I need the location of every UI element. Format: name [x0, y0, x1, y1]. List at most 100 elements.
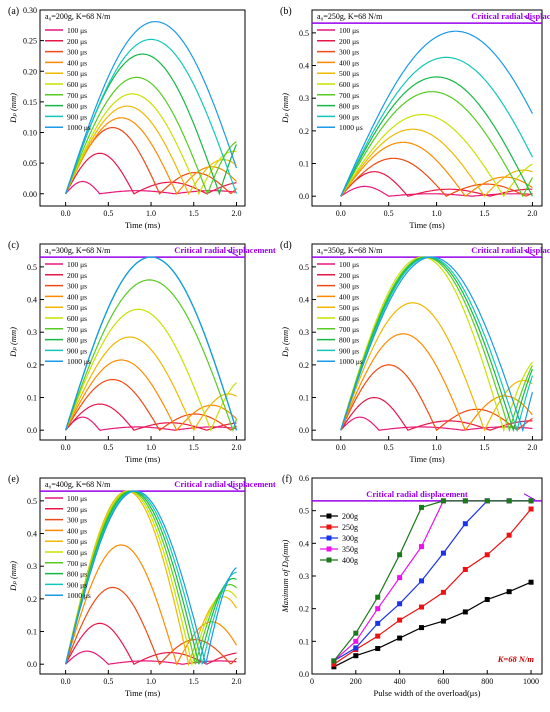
- panel-title: a₀=300g, K=68 N/m: [45, 246, 111, 255]
- plot-frame: [311, 9, 543, 207]
- legend-entry: 100 μs: [67, 494, 87, 503]
- series-line-600us: [65, 308, 237, 432]
- data-point-400g: [397, 552, 403, 558]
- panel-title: a₀=200g, K=68 N/m: [45, 12, 111, 21]
- x-tick-label: 0.5: [103, 677, 113, 686]
- panel-title: a₀=350g, K=68 N/m: [317, 246, 383, 255]
- legend-entry: 400g: [342, 556, 358, 565]
- legend-entry: 800 μs: [67, 570, 87, 579]
- data-point-400g: [440, 498, 446, 504]
- x-tick-label: 0: [310, 677, 314, 686]
- critical-arrow: [226, 483, 239, 491]
- series-line-600us: [340, 113, 533, 198]
- data-point-400g: [484, 498, 490, 504]
- legend-entry: 800 μs: [339, 336, 359, 345]
- y-tick-label: 0.5: [299, 263, 309, 272]
- legend-entry: 500 μs: [67, 303, 87, 312]
- legend-entry: 900 μs: [339, 346, 359, 355]
- series-line-400g: [333, 500, 531, 662]
- y-tick-label: 0.0: [299, 426, 309, 435]
- legend-entry: 300 μs: [339, 282, 359, 291]
- legend-entry: 200 μs: [67, 37, 87, 46]
- x-tick-label: 0.5: [384, 443, 394, 452]
- legend-entry: 300g: [342, 534, 358, 543]
- x-tick-label: 2.0: [231, 209, 241, 218]
- series-line-200g: [333, 581, 532, 668]
- series-line-400us: [65, 359, 237, 432]
- y-tick-label: 0.05: [23, 159, 37, 168]
- data-point-400g: [353, 630, 359, 636]
- y-tick-label: 0.0: [27, 660, 37, 669]
- y-tick-label: 0.1: [299, 394, 309, 403]
- y-tick-label: 0.2: [27, 361, 37, 370]
- x-axis-label: Time (ms): [125, 220, 161, 230]
- series-line-600us: [340, 256, 533, 433]
- data-point-250g: [397, 617, 403, 623]
- data-point-250g: [440, 589, 446, 595]
- series-line-300us: [340, 157, 533, 197]
- series-line-600us: [65, 490, 237, 667]
- series-line-500us: [340, 128, 533, 198]
- critical-label: Critical radial displacement: [366, 489, 468, 499]
- x-tick-label: 400: [394, 677, 406, 686]
- y-axis-label: Dₚ (mm): [8, 327, 18, 358]
- panel-title: a₀=250g, K=68 N/m: [317, 12, 383, 21]
- x-tick-label: 1.5: [480, 209, 490, 218]
- x-tick-label: 0.5: [384, 209, 394, 218]
- x-tick-label: 1.5: [189, 209, 199, 218]
- data-point-250g: [484, 552, 490, 558]
- y-tick-label: 0.4: [27, 530, 37, 539]
- y-tick-label: 0.4: [299, 296, 309, 305]
- series-line-200us: [65, 622, 237, 665]
- series-line-900us: [340, 56, 533, 197]
- legend-entry: 250g: [342, 523, 358, 532]
- series-line-500us: [65, 105, 237, 196]
- panel-letter: (e): [8, 474, 19, 485]
- y-tick-label: 0.30: [23, 6, 37, 15]
- x-tick-label: 0.5: [103, 209, 113, 218]
- data-point-400g: [375, 594, 381, 600]
- data-point-200g: [419, 625, 425, 631]
- legend-entry: 200g: [342, 512, 358, 521]
- legend-entry: 600 μs: [67, 80, 87, 89]
- x-tick-label: 0.0: [336, 209, 346, 218]
- x-tick-label: 2.0: [231, 677, 241, 686]
- y-tick-label: 0.2: [299, 361, 309, 370]
- data-point-300g: [419, 578, 425, 584]
- legend-marker: [326, 557, 332, 563]
- legend-entry: 300 μs: [67, 516, 87, 525]
- data-point-400g: [528, 498, 534, 504]
- legend-entry: 600 μs: [339, 314, 359, 323]
- data-point-350g: [375, 606, 381, 612]
- series-line-700us: [65, 76, 237, 196]
- critical-label: Critical radial displacement: [471, 11, 550, 21]
- series-line-800us: [65, 490, 237, 665]
- x-tick-label: 200: [350, 677, 362, 686]
- x-tick-label: 1.0: [432, 443, 442, 452]
- y-tick-label: 0.00: [23, 190, 37, 199]
- series-line-100us: [65, 180, 237, 195]
- y-tick-label: 0.2: [299, 605, 309, 614]
- x-tick-label: 1.5: [189, 443, 199, 452]
- plot-frame: [39, 9, 246, 207]
- legend-entry: 700 μs: [67, 325, 87, 334]
- data-point-200g: [440, 618, 446, 624]
- panel-letter: (d): [280, 240, 292, 251]
- critical-arrow: [523, 15, 536, 23]
- y-tick-label: 0.1: [299, 637, 309, 646]
- data-point-200g: [506, 589, 512, 595]
- series-line-700us: [65, 490, 237, 665]
- y-axis-label: Maximum of Dₚ(mm): [280, 540, 290, 614]
- x-tick-label: 2.0: [231, 443, 241, 452]
- series-line-400us: [340, 141, 533, 198]
- legend-entry: 800 μs: [67, 336, 87, 345]
- x-tick-label: 600: [437, 677, 449, 686]
- panel-letter: (c): [8, 240, 19, 251]
- y-tick-label: 0.3: [27, 562, 37, 571]
- data-point-250g: [506, 532, 512, 538]
- y-tick-label: 0.20: [23, 67, 37, 76]
- panel-title: a₀=400g, K=68 N/m: [45, 480, 111, 489]
- y-axis-label: Dₚ (mm): [8, 93, 18, 124]
- legend-entry: 900 μs: [67, 112, 87, 121]
